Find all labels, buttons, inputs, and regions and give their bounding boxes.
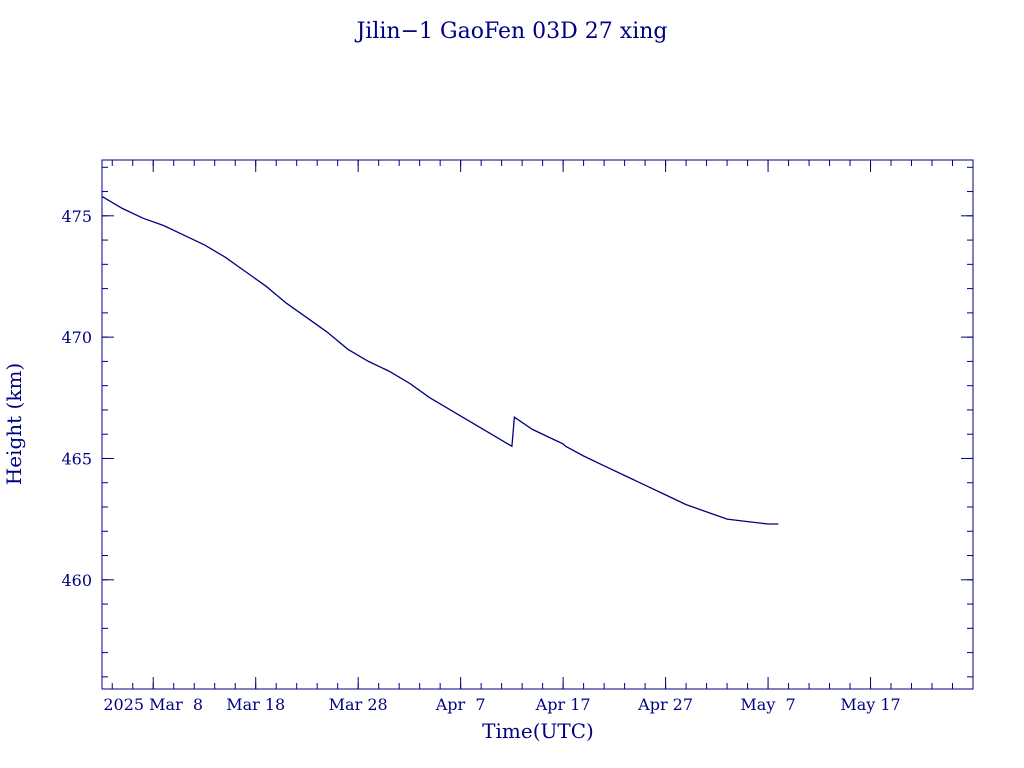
height-series-line: [101, 195, 779, 525]
plot-frame: [101, 159, 974, 690]
series-layer: [101, 195, 779, 525]
x-tick-label: Apr 7: [435, 695, 486, 714]
x-tick-label: Apr 17: [535, 695, 591, 714]
x-tick-label: Apr 27: [637, 695, 693, 714]
x-tick-label: Mar 18: [226, 695, 285, 714]
y-tick-label: 460: [61, 571, 92, 590]
y-tick-label: 475: [61, 207, 92, 226]
y-axis-label: Height (km): [2, 363, 26, 485]
x-tick-label: Mar 28: [329, 695, 388, 714]
x-tick-label: 2025 Mar 8: [103, 695, 203, 714]
tick-labels: 2025 Mar 8 Mar 18 Mar 28 Apr 7 Apr 17 Apr 27 M…: [61, 207, 900, 714]
tick-marks: [102, 160, 974, 689]
x-axis-label: Time(UTC): [482, 719, 594, 743]
x-tick-label: May 7: [740, 695, 795, 714]
chart-title: Jilin−1 GaoFen 03D 27 xing: [354, 19, 667, 44]
y-tick-label: 470: [61, 328, 92, 347]
x-tick-label: May 17: [840, 695, 900, 714]
y-tick-label: 465: [61, 449, 92, 468]
